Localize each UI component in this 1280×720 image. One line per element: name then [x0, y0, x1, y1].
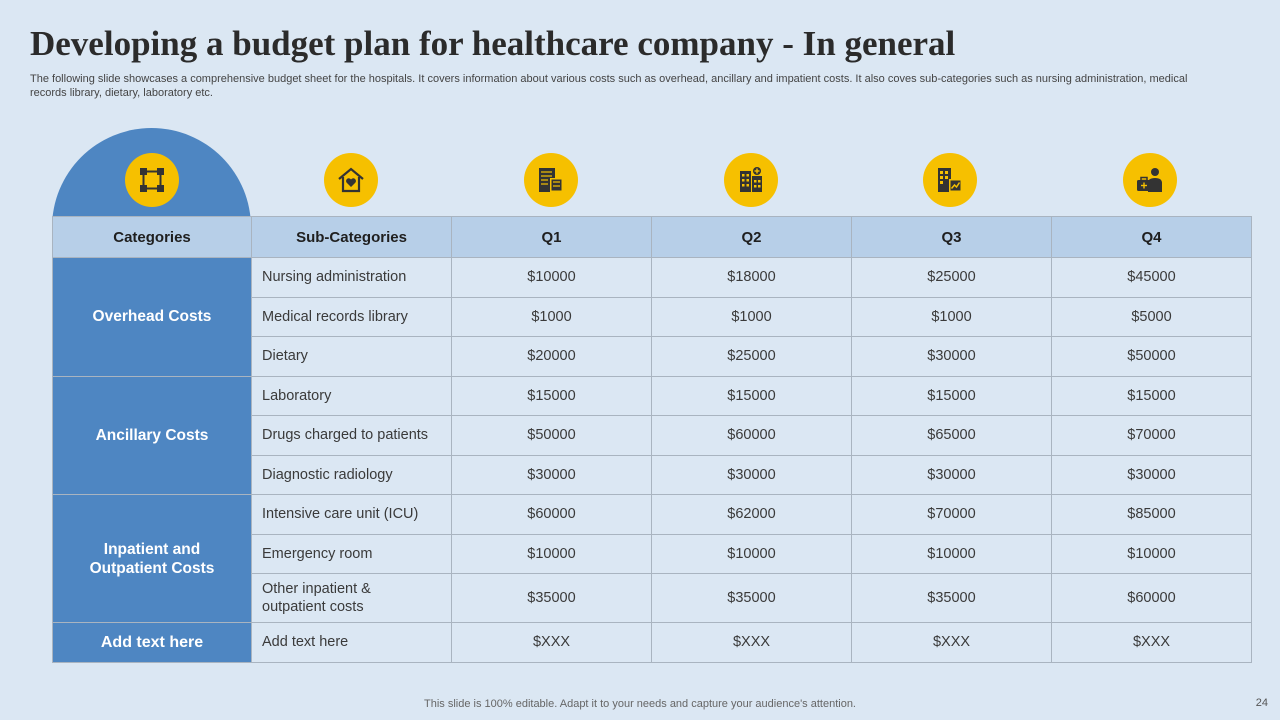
- q3-value: $15000: [851, 375, 1052, 416]
- table-row: Other inpatient & outpatient costs $3500…: [53, 573, 1252, 623]
- q2-value: $18000: [651, 257, 852, 298]
- page-title: Developing a budget plan for healthcare …: [30, 24, 956, 63]
- q4-value: $45000: [1051, 257, 1252, 298]
- sub-category: Diagnostic radiology: [251, 454, 452, 495]
- header-categories: Categories: [52, 216, 252, 258]
- q2-value: $60000: [651, 415, 852, 456]
- category-inpatient-outpatient-costs: Inpatient and Outpatient Costs: [52, 494, 252, 623]
- q4-value: $50000: [1051, 336, 1252, 377]
- q3-value: $25000: [851, 257, 1052, 298]
- category-ancillary-costs: Ancillary Costs: [52, 375, 252, 495]
- q3-value: $XXX: [851, 622, 1052, 663]
- q1-value: $60000: [451, 494, 652, 535]
- sub-category: Dietary: [251, 336, 452, 377]
- header-q3: Q3: [851, 216, 1052, 258]
- q2-value: $30000: [651, 454, 852, 495]
- table-row: Medical records library $1000 $1000 $100…: [53, 296, 1252, 337]
- table-row: Overhead Costs Nursing administration $1…: [52, 257, 1252, 377]
- q1-value: $30000: [451, 454, 652, 495]
- q1-value: $35000: [451, 573, 652, 623]
- q4-value: $XXX: [1051, 622, 1252, 663]
- q3-value: $1000: [851, 296, 1052, 337]
- q4-value: $60000: [1051, 573, 1252, 623]
- sub-category: Drugs charged to patients: [251, 415, 452, 456]
- sub-category: Emergency room: [251, 533, 452, 574]
- q2-value: $15000: [651, 375, 852, 416]
- sub-category: Laboratory: [251, 375, 452, 416]
- page-subtitle: The following slide showcases a comprehe…: [30, 73, 1188, 99]
- q4-value: $5000: [1051, 296, 1252, 337]
- q4-value: $30000: [1051, 454, 1252, 495]
- footer-note: This slide is 100% editable. Adapt it to…: [424, 698, 856, 710]
- header-sub-categories: Sub-Categories: [251, 216, 452, 258]
- q3-value: $10000: [851, 533, 1052, 574]
- q4-value: $70000: [1051, 415, 1252, 456]
- sub-category: Intensive care unit (ICU): [251, 494, 452, 535]
- q3-value: $70000: [851, 494, 1052, 535]
- hospital-building-icon: [724, 153, 778, 207]
- q1-value: $10000: [451, 257, 652, 298]
- q2-value: $35000: [651, 573, 852, 623]
- category-label-line2: Outpatient Costs: [89, 559, 215, 577]
- q1-value: $50000: [451, 415, 652, 456]
- medical-briefcase-icon: [1123, 153, 1177, 207]
- table-row: Ancillary Costs Laboratory $15000 $15000…: [52, 375, 1252, 495]
- table-row: Inpatient and Outpatient Costs Intensive…: [52, 494, 1252, 623]
- sub-category: Nursing administration: [251, 257, 452, 298]
- sub-category: Other inpatient & outpatient costs: [251, 573, 452, 623]
- q2-value: $62000: [651, 494, 852, 535]
- q2-value: $1000: [651, 296, 852, 337]
- q1-value: $20000: [451, 336, 652, 377]
- header-q1: Q1: [451, 216, 652, 258]
- category-placeholder: Add text here: [52, 622, 252, 663]
- q1-value: $15000: [451, 375, 652, 416]
- table-row: Drugs charged to patients $50000 $60000 …: [53, 415, 1252, 456]
- budget-table: Categories Sub-Categories Q1 Q2 Q3 Q4 Ov…: [52, 216, 1252, 663]
- home-heart-icon: [324, 153, 378, 207]
- category-overhead-costs: Overhead Costs: [52, 257, 252, 377]
- q4-value: $85000: [1051, 494, 1252, 535]
- table-row: Dietary $20000 $25000 $30000 $50000: [53, 336, 1252, 377]
- q4-value: $10000: [1051, 533, 1252, 574]
- q2-value: $XXX: [651, 622, 852, 663]
- category-label-line1: Inpatient and: [103, 540, 201, 558]
- q1-value: $10000: [451, 533, 652, 574]
- q3-value: $30000: [851, 454, 1052, 495]
- sub-category-line1: Other inpatient &: [262, 581, 371, 597]
- header-q4: Q4: [1051, 216, 1252, 258]
- network-icon: [125, 153, 179, 207]
- header-q2: Q2: [651, 216, 852, 258]
- sub-category: Add text here: [251, 622, 452, 663]
- q3-value: $30000: [851, 336, 1052, 377]
- table-row: Add text here Add text here $XXX $XXX $X…: [52, 622, 1252, 663]
- finance-building-icon: [923, 153, 977, 207]
- sub-category-line2: outpatient costs: [262, 599, 364, 615]
- q2-value: $10000: [651, 533, 852, 574]
- q4-value: $15000: [1051, 375, 1252, 416]
- table-row: Emergency room $10000 $10000 $10000 $100…: [53, 533, 1252, 574]
- q3-value: $65000: [851, 415, 1052, 456]
- q2-value: $25000: [651, 336, 852, 377]
- q3-value: $35000: [851, 573, 1052, 623]
- table-row: Diagnostic radiology $30000 $30000 $3000…: [53, 454, 1252, 495]
- page-number: 24: [1255, 697, 1268, 709]
- sub-category: Medical records library: [251, 296, 452, 337]
- table-header-row: Categories Sub-Categories Q1 Q2 Q3 Q4: [52, 216, 1252, 258]
- q1-value: $1000: [451, 296, 652, 337]
- budget-calculator-icon: [524, 153, 578, 207]
- q1-value: $XXX: [451, 622, 652, 663]
